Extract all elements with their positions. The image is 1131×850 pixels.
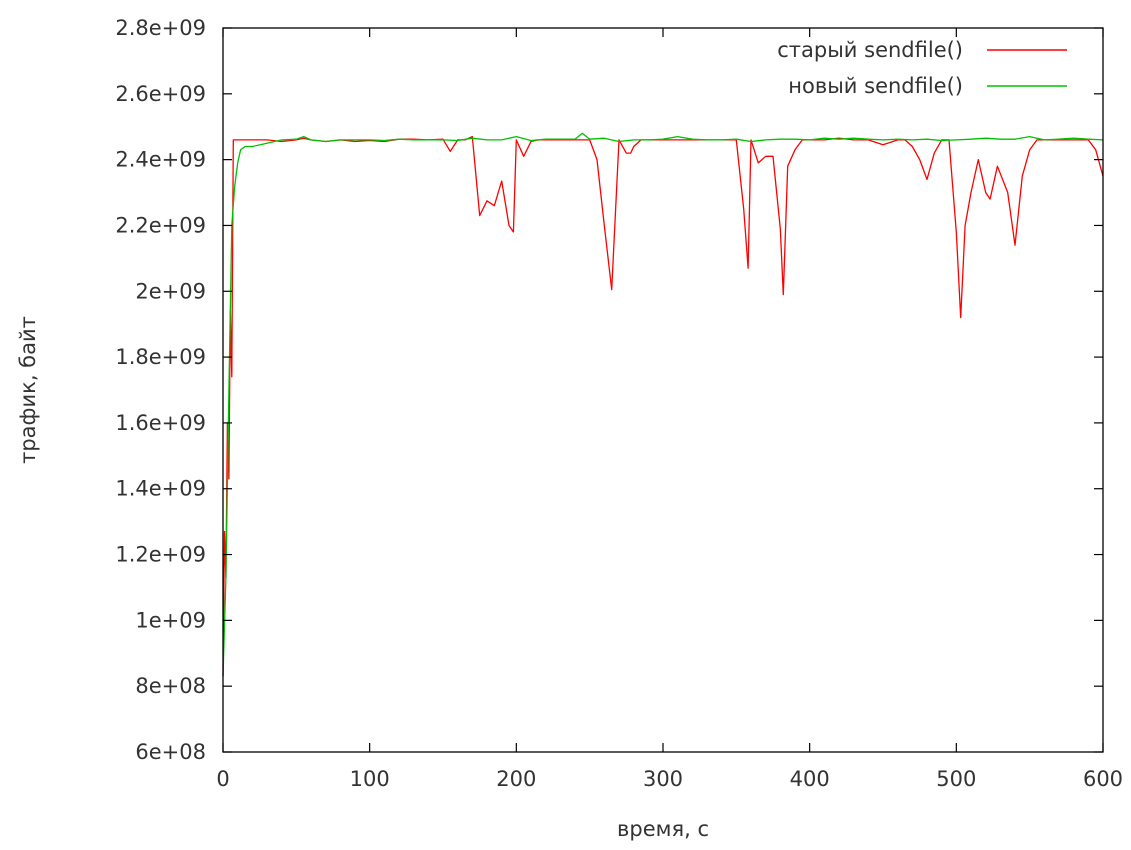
series-line-2 xyxy=(222,132,1104,677)
y-tick-label: 2.2e+09 xyxy=(115,213,206,237)
x-tick-label: 0 xyxy=(216,767,229,791)
y-tick-label: 8e+08 xyxy=(135,674,206,698)
y-tick-label: 1.8e+09 xyxy=(115,345,206,369)
series-layer xyxy=(222,132,1104,677)
y-tick-label: 2.6e+09 xyxy=(115,82,206,106)
x-tick-label: 300 xyxy=(643,767,683,791)
x-tick-label: 400 xyxy=(790,767,830,791)
y-tick-label: 6e+08 xyxy=(135,740,206,764)
y-tick-label: 1.4e+09 xyxy=(115,477,206,501)
legend-label-1: старый sendfile() xyxy=(777,38,963,62)
legend-label-2: новый sendfile() xyxy=(788,74,963,98)
y-tick-label: 2e+09 xyxy=(135,279,206,303)
x-tick-label: 500 xyxy=(936,767,976,791)
y-tick-label: 2.8e+09 xyxy=(115,16,206,40)
x-tick-label: 600 xyxy=(1083,767,1123,791)
y-axis-title: трафик, байт xyxy=(16,316,40,464)
x-axis-title: время, с xyxy=(617,817,709,841)
legend: старый sendfile() новый sendfile() xyxy=(777,38,1067,98)
y-tick-label: 1.6e+09 xyxy=(115,411,206,435)
ticks-layer: 0 100 200 300 400 500 600 6e+08 8e+08 1e+09 1.2e+0… xyxy=(115,16,1123,791)
x-tick-label: 100 xyxy=(350,767,390,791)
y-tick-label: 1e+09 xyxy=(135,608,206,632)
x-tick-label: 200 xyxy=(496,767,536,791)
y-tick-label: 2.4e+09 xyxy=(115,148,206,172)
y-tick-label: 1.2e+09 xyxy=(115,543,206,567)
